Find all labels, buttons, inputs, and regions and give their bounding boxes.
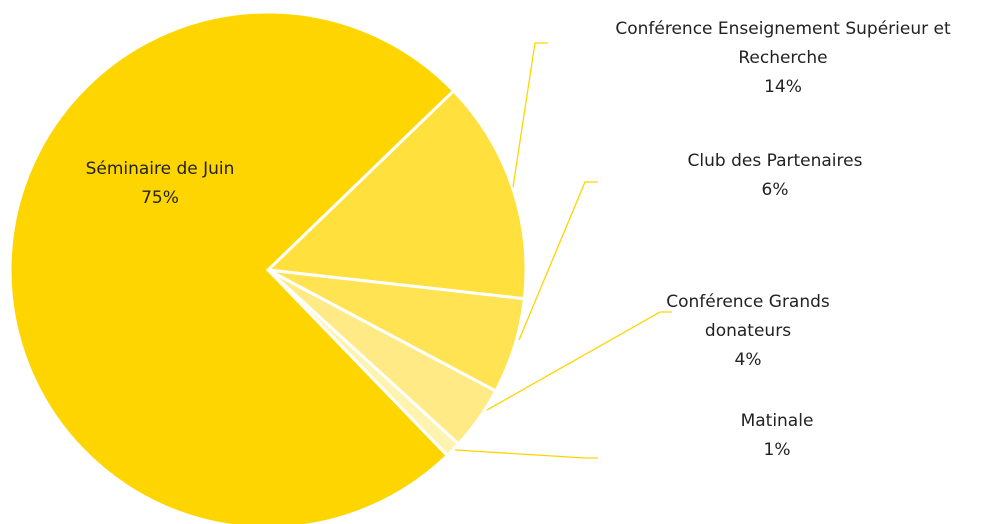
leader-line — [518, 181, 598, 341]
slice-value: 6% — [761, 180, 789, 200]
slice-value: 1% — [763, 440, 791, 460]
leader-line — [512, 42, 548, 188]
slice-label: Club des Partenaires 6% — [655, 147, 895, 205]
pie-slice — [8, 10, 456, 524]
slice-name: Séminaire de Juin — [85, 159, 235, 179]
slice-label: Conférence Enseignement Supérieur et Rec… — [573, 15, 993, 102]
slice-value: 14% — [764, 77, 802, 97]
leader-line — [486, 311, 672, 411]
slice-name: Matinale — [740, 411, 814, 431]
leader-line — [454, 449, 598, 459]
slice-name: Conférence Grands donateurs — [666, 292, 830, 341]
slice-value: 75% — [141, 188, 179, 208]
pie-slice — [264, 88, 528, 301]
slice-label: Matinale 1% — [677, 407, 877, 465]
slice-label: Conférence Grands donateurs 4% — [648, 288, 848, 375]
slice-value: 4% — [734, 350, 762, 370]
slice-name: Conférence Enseignement Supérieur et Rec… — [615, 19, 951, 68]
slice-label: Séminaire de Juin 75% — [40, 155, 280, 213]
slice-name: Club des Partenaires — [687, 151, 863, 171]
